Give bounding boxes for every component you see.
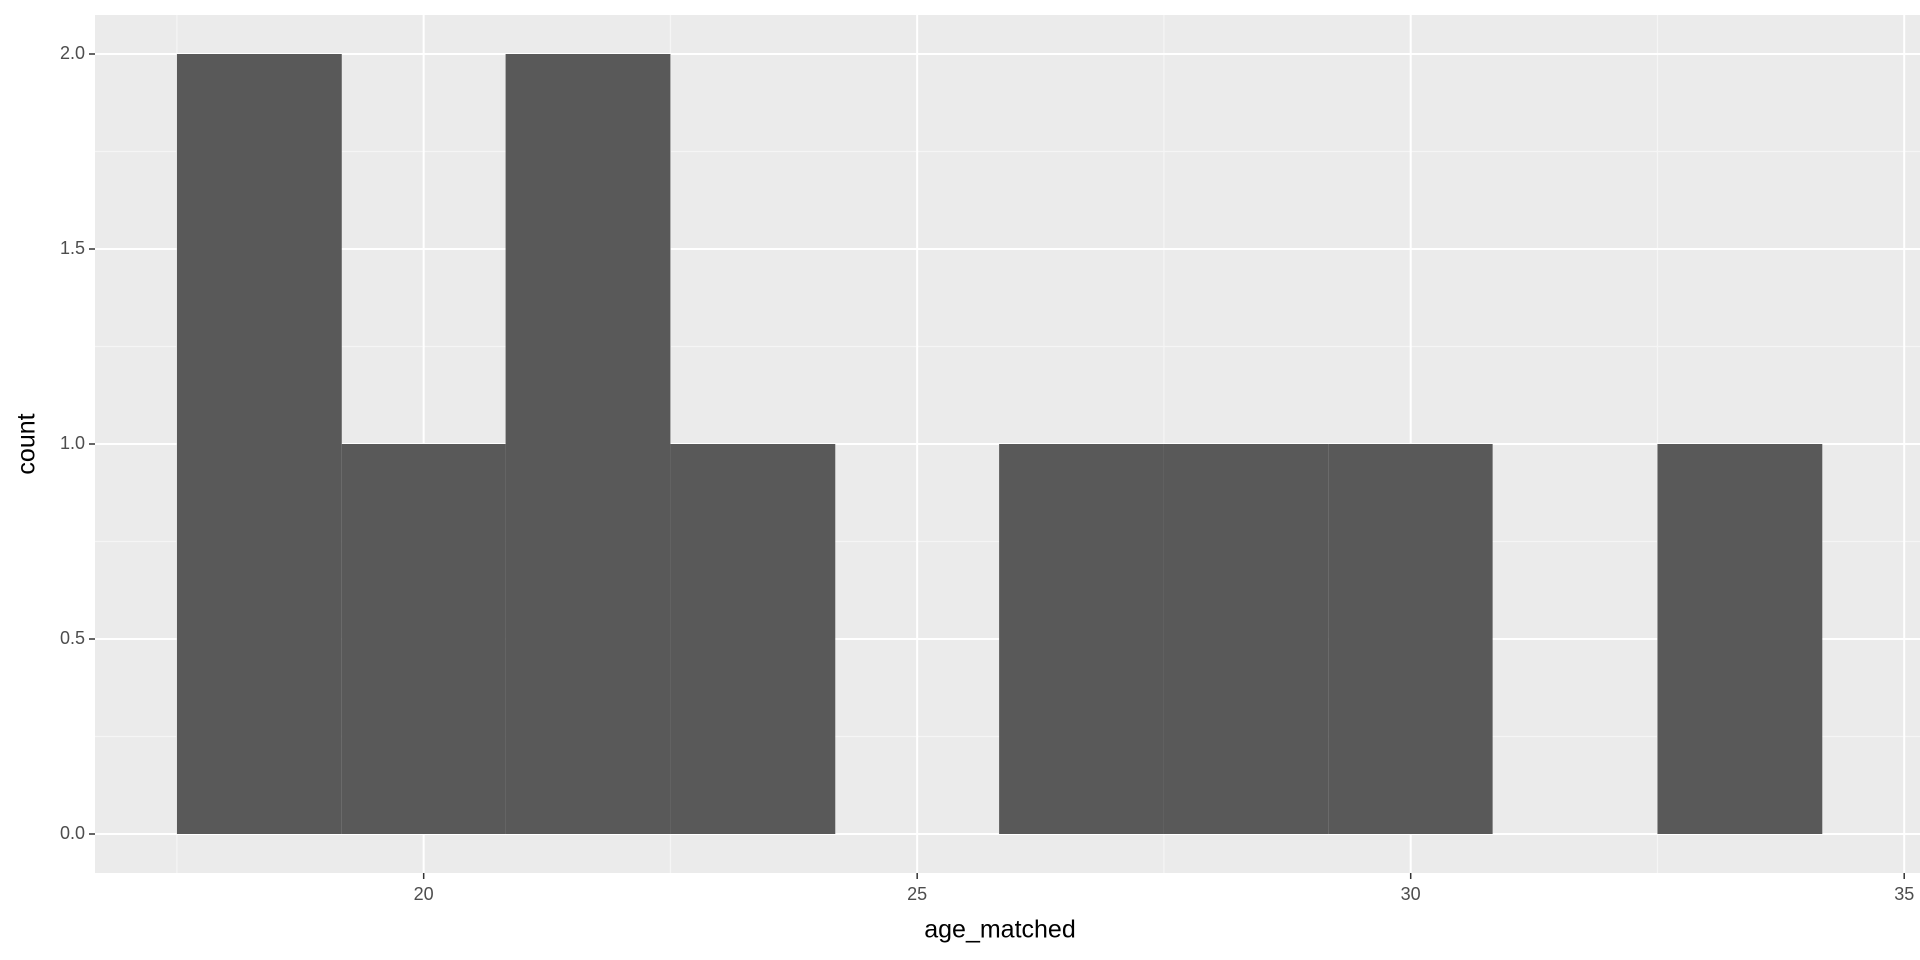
y-tick-label: 1.0 [60, 433, 85, 453]
bar [1163, 444, 1329, 834]
bar [341, 444, 506, 834]
bar [670, 444, 836, 834]
bar [176, 54, 342, 834]
bar [999, 444, 1164, 834]
x-tick-label: 25 [907, 884, 927, 904]
y-tick-label: 0.0 [60, 823, 85, 843]
x-tick-label: 20 [414, 884, 434, 904]
x-tick-label: 35 [1894, 884, 1914, 904]
bar [1657, 444, 1823, 834]
y-tick-label: 1.5 [60, 238, 85, 258]
bar [1328, 444, 1493, 834]
y-axis-title: count [13, 413, 41, 474]
y-tick-label: 2.0 [60, 43, 85, 63]
x-axis-title: age_matched [924, 916, 1076, 944]
y-tick-label: 0.5 [60, 628, 85, 648]
bar [505, 54, 671, 834]
x-tick-label: 30 [1401, 884, 1421, 904]
